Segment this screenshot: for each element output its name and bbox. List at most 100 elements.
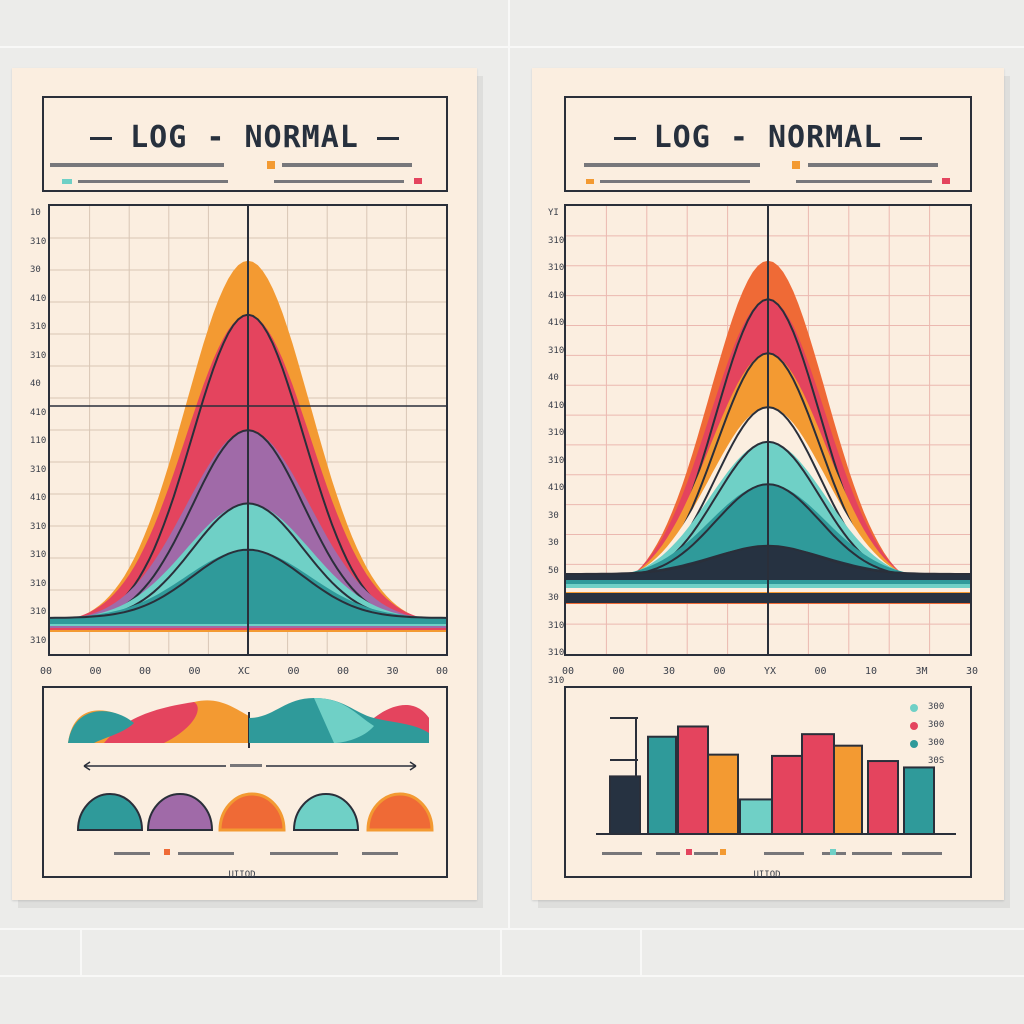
legend-scribble	[600, 180, 750, 183]
y-tick-label: 410	[548, 400, 565, 411]
y-tick-label: 310	[548, 235, 565, 246]
legend-scribble	[274, 180, 404, 183]
right-poster: LOG - NORMAL YI 310 310 410 410 310 40 410 310 31…	[532, 68, 1004, 900]
bar-legend-label: 30S	[928, 756, 945, 766]
left-poster: LOG - NORMAL 10 310 30 410 310 310 40 410 110 310…	[12, 68, 477, 900]
bar-legend-label: 300	[928, 720, 945, 730]
y-tick-label: 410	[30, 493, 47, 503]
legend-dot	[910, 740, 918, 748]
x-tick-label: 00	[287, 666, 300, 677]
right-title-text: LOG - NORMAL	[653, 120, 883, 155]
right-bottom-caption: UIIOD	[753, 870, 781, 880]
y-tick-label: 310	[548, 620, 565, 631]
left-title: LOG - NORMAL	[12, 120, 477, 155]
y-tick-label: 310	[548, 648, 565, 658]
bar-7	[801, 733, 835, 835]
left-chart-svg	[50, 206, 446, 654]
wave-shape-left-red	[104, 702, 198, 743]
left-bottom-panel	[42, 686, 448, 878]
legend-swatch	[267, 161, 275, 169]
y-tick-label: 410	[30, 293, 47, 304]
x-tick-label: 00	[436, 666, 449, 677]
legend-dot	[910, 722, 918, 730]
y-tick-label: 410	[30, 407, 47, 418]
legend-swatch	[942, 178, 950, 184]
y-tick-label: YI	[548, 208, 559, 218]
bar-legend-swatch	[686, 849, 692, 855]
y-tick-label: 30	[548, 538, 559, 548]
bar-legend-label: 300	[928, 702, 945, 712]
bar-legend-label: 300	[928, 738, 945, 748]
legend-scribble	[282, 163, 412, 167]
arch-orange	[218, 792, 286, 832]
arch-row	[76, 792, 434, 832]
wave-shape-right-mint	[314, 698, 374, 743]
y-tick-label: 310	[30, 635, 47, 646]
x-tick-label: 10	[865, 666, 878, 677]
x-tick-label: 3M	[915, 666, 928, 677]
bar-legend-swatch	[720, 849, 726, 855]
y-tick-label: 10	[30, 208, 41, 218]
bar-9	[867, 760, 899, 835]
y-tick-label: 310	[30, 521, 47, 532]
right-chart-svg	[566, 206, 970, 654]
legend-scribble	[78, 180, 228, 183]
x-tick-label: YX	[764, 666, 777, 677]
x-tick-label: 00	[188, 666, 201, 677]
arch-teal	[76, 793, 144, 831]
wave-shape-left-teal	[68, 711, 134, 743]
y-tick-label: 310	[548, 428, 565, 438]
right-bar-chart	[596, 717, 956, 855]
x-tick-label: 00	[562, 666, 575, 677]
legend-swatch	[414, 178, 422, 184]
y-tick-label: 40	[30, 379, 41, 389]
y-tick-label: 410	[548, 290, 565, 301]
x-tick-label: XC	[238, 666, 251, 677]
x-tick-label: 00	[89, 666, 102, 677]
y-tick-label: 30	[30, 265, 41, 275]
bar-8	[833, 744, 863, 835]
x-tick-label: 00	[814, 666, 827, 677]
y-tick-label: 310	[30, 350, 47, 361]
y-tick-label: 30	[548, 593, 559, 603]
bar-legend-scribble	[656, 852, 680, 855]
left-area-chart	[48, 204, 448, 656]
y-tick-label: 30	[548, 510, 559, 521]
x-tick-label: 30	[386, 666, 399, 677]
bar-10	[903, 766, 935, 835]
left-title-frame	[42, 96, 448, 192]
bar-legend-swatch	[830, 849, 836, 855]
bar-legend-scribble	[764, 852, 804, 855]
x-tick-label: 00	[337, 666, 350, 677]
x-tick-label: 00	[713, 666, 726, 677]
y-tick-label: 40	[548, 373, 559, 383]
y-tick-label: 310	[548, 455, 565, 466]
y-tick-label: 310	[548, 345, 565, 356]
legend-scribble	[808, 163, 938, 167]
right-title: LOG - NORMAL	[532, 120, 1004, 155]
bar-1	[609, 775, 641, 835]
y-tick-label: 410	[548, 483, 565, 493]
bar-3	[677, 725, 709, 835]
y-tick-label: 310	[548, 675, 565, 686]
left-bottom-shapes	[68, 698, 434, 855]
legend-scribble	[796, 180, 932, 183]
y-tick-label: 310	[548, 263, 565, 273]
bar-legend-scribble	[602, 852, 642, 855]
legend-swatch	[62, 179, 72, 184]
bar-legend-scribble	[852, 852, 892, 855]
y-tick-label: 310	[30, 578, 47, 589]
x-tick-label: 00	[40, 666, 53, 677]
y-tick-label: 410	[548, 318, 565, 328]
bar-2	[647, 735, 677, 835]
y-tick-label: 310	[30, 607, 47, 617]
y-tick-label: 50	[548, 565, 559, 576]
legend-scribble	[50, 163, 224, 167]
arch-purple	[146, 793, 214, 831]
y-tick-label: 110	[30, 436, 47, 446]
legend-swatch	[792, 161, 800, 169]
y-tick-label: 310	[30, 236, 47, 247]
right-area-chart	[564, 204, 972, 656]
arch-mint	[292, 793, 360, 831]
